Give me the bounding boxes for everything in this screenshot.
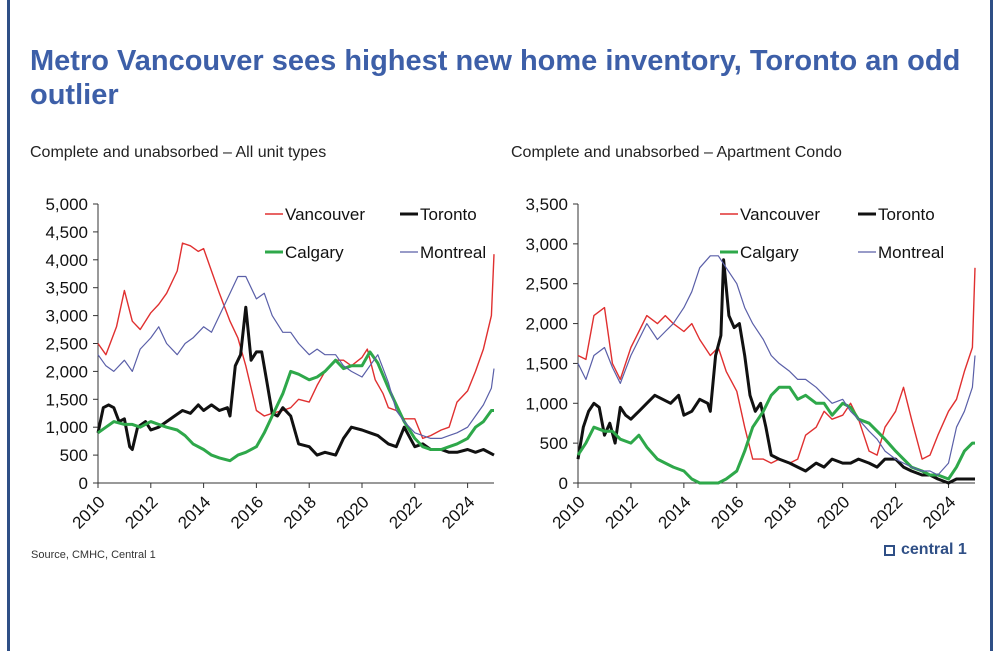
y-tick-label: 2,500 — [525, 275, 568, 294]
y-tick-label: 2,500 — [45, 335, 88, 354]
legend-label-calgary: Calgary — [740, 243, 799, 262]
legend-label-vancouver: Vancouver — [285, 205, 365, 224]
x-tick-label: 2024 — [438, 492, 478, 532]
series-line-vancouver — [577, 267, 976, 464]
x-tick-label: 2012 — [121, 492, 161, 532]
y-tick-label: 500 — [540, 434, 568, 453]
x-tick-label: 2020 — [333, 492, 373, 532]
legend-label-toronto: Toronto — [878, 205, 935, 224]
x-tick-label: 2010 — [549, 492, 589, 532]
legend-label-montreal: Montreal — [878, 243, 944, 262]
slide-frame — [7, 0, 993, 651]
y-tick-label: 1,500 — [525, 354, 568, 373]
y-tick-label: 500 — [60, 446, 88, 465]
y-tick-label: 2,000 — [45, 362, 88, 381]
y-tick-label: 5,000 — [45, 195, 88, 214]
x-tick-label: 2012 — [602, 492, 642, 532]
y-tick-label: 3,500 — [45, 279, 88, 298]
y-tick-label: 1,000 — [525, 394, 568, 413]
slide-title: Metro Vancouver sees highest new home in… — [30, 45, 961, 111]
x-tick-label: 2022 — [866, 492, 906, 532]
series-line-montreal — [97, 275, 495, 439]
legend-label-vancouver: Vancouver — [740, 205, 820, 224]
central1-logo: central 1 — [884, 541, 967, 559]
x-tick-label: 2010 — [69, 492, 109, 532]
y-tick-label: 4,500 — [45, 223, 88, 242]
y-tick-label: 4,000 — [45, 251, 88, 270]
x-tick-label: 2016 — [707, 492, 747, 532]
x-tick-label: 2020 — [813, 492, 853, 532]
y-tick-label: 1,500 — [45, 390, 88, 409]
chart-2-subtitle: Complete and unabsorbed – Apartment Cond… — [511, 144, 842, 161]
series-line-vancouver — [97, 242, 495, 440]
x-tick-label: 2016 — [227, 492, 267, 532]
x-tick-label: 2014 — [655, 492, 695, 532]
chart-1: 0 500 1,000 1,500 2,000 2,500 3,000 3,500 4,000 4… — [45, 195, 495, 533]
y-tick-label: 2,000 — [525, 315, 568, 334]
y-tick-label: 3,000 — [45, 307, 88, 326]
y-tick-label: 0 — [559, 474, 568, 493]
series-line-toronto — [576, 258, 975, 485]
x-tick-label: 2018 — [760, 492, 800, 532]
legend-label-calgary: Calgary — [285, 243, 344, 262]
x-tick-label: 2014 — [174, 492, 214, 532]
y-tick-label: 1,000 — [45, 418, 88, 437]
chart-2: 0 500 1,000 1,500 2,000 2,500 3,000 3,500 2010 20… — [525, 195, 976, 533]
x-tick-label: 2024 — [919, 492, 959, 532]
central1-logo-text: central 1 — [901, 541, 967, 558]
chart-1-subtitle: Complete and unabsorbed – All unit types — [30, 144, 327, 161]
y-tick-label: 3,500 — [525, 195, 568, 214]
y-tick-label: 0 — [79, 474, 88, 493]
legend-label-montreal: Montreal — [420, 243, 486, 262]
source-note: Source, CMHC, Central 1 — [31, 549, 156, 561]
central1-logo-icon — [884, 544, 895, 556]
x-tick-label: 2018 — [280, 492, 320, 532]
y-tick-label: 3,000 — [525, 235, 568, 254]
series-line-montreal — [577, 255, 976, 476]
series-line-calgary — [97, 350, 494, 463]
legend-label-toronto: Toronto — [420, 205, 477, 224]
x-tick-label: 2022 — [385, 492, 425, 532]
